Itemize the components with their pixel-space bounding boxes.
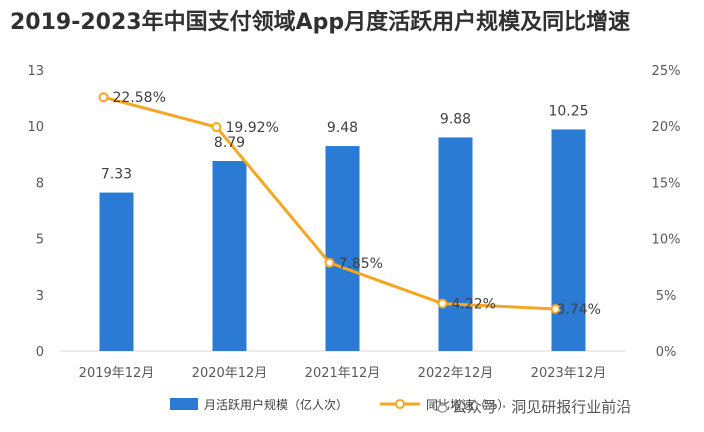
- right-y-tick-label: 25%: [652, 64, 681, 79]
- legend-line-marker: [395, 399, 405, 409]
- bar-data-label: 10.25: [548, 103, 588, 119]
- x-tick-label: 2019年12月: [79, 366, 155, 381]
- line-point: [550, 303, 561, 314]
- right-y-tick-label: 5%: [656, 289, 677, 304]
- line-point: [324, 257, 335, 268]
- line-point: [98, 92, 109, 103]
- left-y-tick-label: 5: [36, 233, 44, 248]
- watermark: 公众号 · 洞见研报行业前沿: [432, 396, 631, 417]
- bar: [99, 192, 134, 351]
- left-y-tick-label: 13: [27, 64, 44, 79]
- right-y-tick-label: 0%: [656, 345, 677, 360]
- line-data-label: 19.92%: [226, 120, 279, 136]
- wechat-icon: [432, 400, 448, 413]
- x-tick-label: 2023年12月: [531, 366, 607, 381]
- line-data-label: 4.22%: [452, 297, 496, 313]
- line-data-label: 7.85%: [339, 256, 383, 272]
- left-y-tick-label: 0: [36, 345, 44, 360]
- line-point: [211, 122, 222, 133]
- bar: [551, 129, 586, 351]
- line-point: [437, 298, 448, 309]
- bar-data-label: 9.88: [440, 111, 471, 127]
- watermark-text: 公众号 · 洞见研报行业前沿: [452, 398, 632, 416]
- left-y-tick-label: 10: [27, 120, 44, 135]
- x-tick-label: 2022年12月: [418, 366, 494, 381]
- left-y-tick-label: 3: [36, 289, 44, 304]
- line-data-label: 22.58%: [113, 90, 166, 106]
- bar-data-label: 8.79: [214, 135, 245, 151]
- x-tick-label: 2020年12月: [192, 366, 268, 381]
- legend-bar-swatch: [170, 398, 198, 410]
- bar-data-label: 7.33: [101, 167, 132, 183]
- legend-bar-label: 月活跃用户规模（亿人次）: [204, 397, 348, 412]
- right-y-tick-label: 20%: [652, 120, 681, 135]
- bar: [438, 137, 473, 351]
- left-y-tick-label: 8: [36, 176, 44, 191]
- bar: [212, 161, 247, 351]
- bar-data-label: 9.48: [327, 120, 358, 136]
- chart-title: 2019-2023年中国支付领域App月度活跃用户规模及同比增速: [10, 10, 631, 35]
- line-data-label: 3.74%: [557, 302, 601, 318]
- right-y-tick-label: 15%: [652, 176, 681, 191]
- right-y-tick-label: 10%: [652, 233, 681, 248]
- bar: [325, 146, 360, 351]
- x-tick-label: 2021年12月: [305, 366, 381, 381]
